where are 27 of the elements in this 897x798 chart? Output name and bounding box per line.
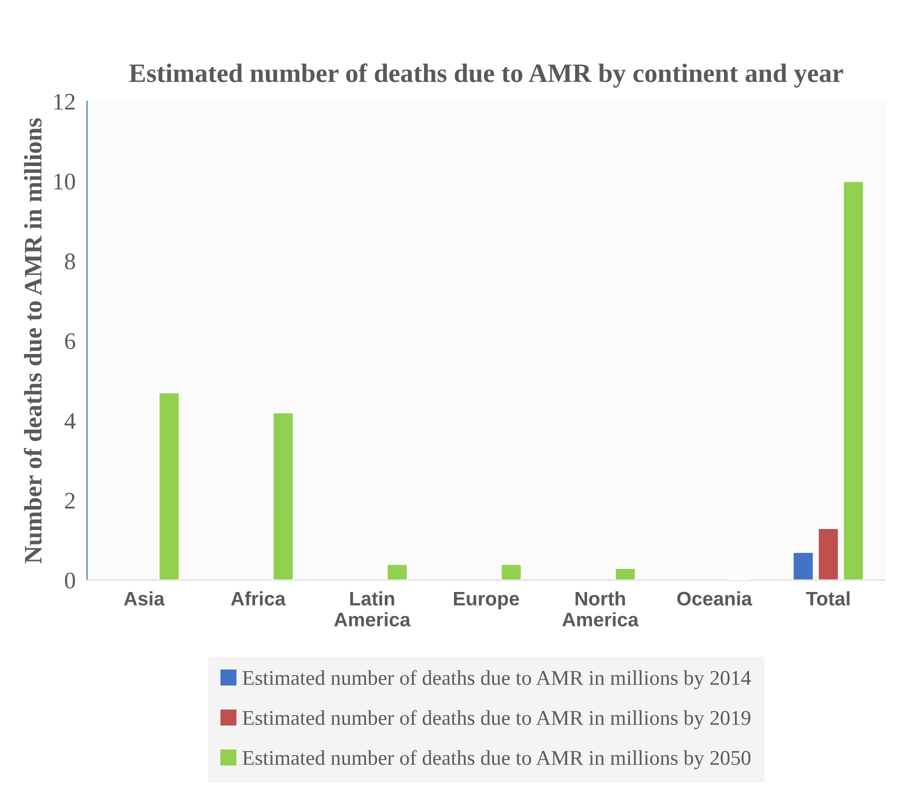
- y-tick-label: 10: [54, 174, 75, 190]
- bar: [272, 412, 294, 580]
- x-tick-label: Asia: [124, 591, 165, 606]
- bar: [792, 552, 814, 580]
- x-tick-label: Europe: [454, 592, 520, 610]
- x-tick-label: Africa: [231, 591, 286, 606]
- bar: [614, 567, 636, 580]
- bar: [500, 563, 522, 580]
- bar: [158, 392, 180, 580]
- legend-label: Estimated number of deaths due to AMR in millions by 2014: [242, 670, 751, 690]
- y-tick-label: 0: [64, 572, 75, 589]
- y-axis-title: Number of deaths due to AMR in millions: [24, 118, 42, 564]
- bar: [842, 180, 864, 580]
- bar: [817, 528, 840, 580]
- y-tick-label: 6: [65, 333, 76, 350]
- y-tick-label: 8: [64, 253, 75, 270]
- x-tick-label: Oceania: [677, 591, 752, 606]
- x-tick-label: Total: [806, 591, 850, 606]
- bar: [386, 563, 408, 580]
- y-tick-label: 2: [65, 492, 75, 509]
- legend-label: Estimated number of deaths due to AMR in millions by 2019: [242, 710, 750, 730]
- x-tick-label: North America: [562, 591, 639, 626]
- chart-title: Estimated number of deaths due to AMR by continent and year: [129, 63, 844, 88]
- y-tick-label: 12: [54, 94, 75, 110]
- legend-label: Estimated number of deaths due to AMR in millions by 2050: [242, 750, 750, 770]
- x-tick-label: Latin America: [334, 591, 411, 626]
- y-tick-label: 4: [64, 413, 76, 429]
